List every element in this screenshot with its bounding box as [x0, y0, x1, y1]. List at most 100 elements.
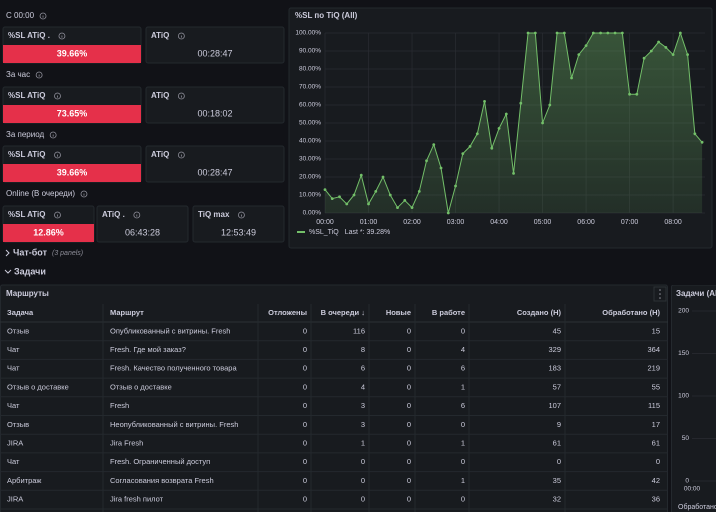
table-cell: Отзыв о доставке: [7, 382, 69, 391]
x-tick-label: 05:00: [534, 219, 552, 226]
info-icon: [238, 211, 245, 219]
menu-dot: [659, 297, 661, 299]
stat-value: 00:28:47: [197, 167, 232, 177]
column-header[interactable]: Новые: [386, 308, 411, 317]
table-cell: 1: [461, 476, 465, 485]
side-panel: Задачи (All 200 150 100 50 000:00 Обработано: [671, 285, 716, 512]
point: [483, 100, 486, 103]
table-cell: 0: [407, 401, 411, 410]
table-cell: 4: [461, 345, 465, 354]
point: [490, 146, 494, 150]
point: [642, 56, 646, 60]
y-tick-label: 20.00%: [299, 174, 321, 181]
stat-label: ATiQ .: [102, 210, 125, 219]
legend-label: %SL_TiQ: [309, 229, 339, 236]
stat-value: 12:53:49: [221, 227, 256, 237]
point: [468, 145, 472, 148]
table-cell: Отзыв: [7, 326, 29, 335]
column-header[interactable]: Маршрут: [110, 308, 144, 317]
table-cell: 0: [407, 457, 411, 466]
point: [497, 126, 501, 130]
table-cell: 0: [303, 345, 307, 354]
point: [381, 175, 385, 179]
column-header[interactable]: В работе: [432, 308, 465, 317]
table-cell: 0: [303, 439, 307, 448]
table-cell: 329: [548, 345, 561, 354]
column-header[interactable]: Создано (H): [517, 308, 562, 317]
table-cell: 0: [656, 457, 660, 466]
table-cell: JIRA: [7, 495, 23, 504]
table-cell: 0: [303, 495, 307, 504]
side-panel-frame: [671, 285, 716, 512]
point: [439, 166, 443, 170]
point: [461, 152, 465, 156]
point: [620, 31, 624, 35]
table-cell: 0: [407, 364, 411, 373]
point: [345, 202, 349, 206]
side-y-tick: 100: [678, 393, 689, 400]
side-y-tick: 50: [682, 435, 690, 442]
table-cell: Согласования возврата Fresh: [110, 476, 214, 485]
table-cell: 0: [361, 495, 365, 504]
table-cell: 3: [361, 401, 365, 410]
point: [686, 53, 689, 56]
table-cell: Чат: [7, 457, 20, 466]
menu-button[interactable]: [653, 286, 667, 302]
info-icon: [177, 32, 185, 40]
x-tick-label: 04:00: [490, 219, 508, 226]
column-header[interactable]: Обработано (H): [602, 308, 660, 317]
point: [359, 173, 363, 177]
table-cell: 3: [361, 420, 365, 429]
table-cell: Отзыв: [7, 420, 29, 429]
point: [693, 132, 697, 136]
table-cell: 0: [407, 326, 411, 335]
point: [504, 112, 508, 116]
table-cell: 8: [361, 345, 365, 354]
info-icon: [39, 12, 47, 20]
table-cell: 57: [553, 382, 561, 391]
table-cell: 6: [361, 364, 365, 373]
stat-panel: [145, 145, 285, 183]
table-cell: 0: [303, 420, 307, 429]
table-cell: Jira Fresh: [110, 439, 143, 448]
table-cell: 0: [461, 495, 465, 504]
table-cell: 0: [303, 401, 307, 410]
table-cell: 0: [303, 326, 307, 335]
table-cell: Jira fresh пилот: [110, 495, 164, 504]
stat-value: 73.65%: [57, 108, 88, 118]
row-chevron: [4, 269, 12, 274]
x-tick-label: 03:00: [447, 219, 465, 226]
table-cell: 0: [461, 457, 465, 466]
point: [671, 53, 675, 56]
column-header[interactable]: В очереди ↓: [321, 308, 365, 317]
info-icon: [35, 71, 43, 79]
stat-label: ATiQ: [151, 150, 169, 159]
point: [367, 202, 370, 206]
table-cell: 55: [652, 382, 660, 391]
table-cell: Чат: [7, 345, 20, 354]
stat-panel: [96, 205, 189, 243]
info-icon: [54, 211, 61, 219]
table-cell: 15: [652, 326, 660, 335]
stat-value: 39.66%: [57, 48, 88, 58]
stat-label: %SL ATiQ: [8, 210, 46, 219]
table-cell: Fresh. Где мой заказ?: [110, 345, 186, 354]
section-title: За период: [6, 130, 44, 139]
x-tick-label: 07:00: [621, 219, 639, 226]
info-icon: [54, 92, 61, 100]
info-icon: [58, 32, 66, 40]
table-cell: Чат: [7, 401, 20, 410]
point: [526, 31, 530, 35]
column-header[interactable]: Задача: [7, 308, 34, 317]
point: [635, 92, 639, 96]
table-panel: [0, 284, 668, 512]
info-icon: [133, 211, 141, 219]
point: [410, 206, 414, 210]
stat-value: 00:18:02: [197, 108, 232, 118]
column-header[interactable]: Отложены: [268, 308, 307, 317]
x-tick-label: 08:00: [664, 219, 682, 226]
point: [562, 31, 566, 35]
table-cell: 9: [557, 420, 561, 429]
